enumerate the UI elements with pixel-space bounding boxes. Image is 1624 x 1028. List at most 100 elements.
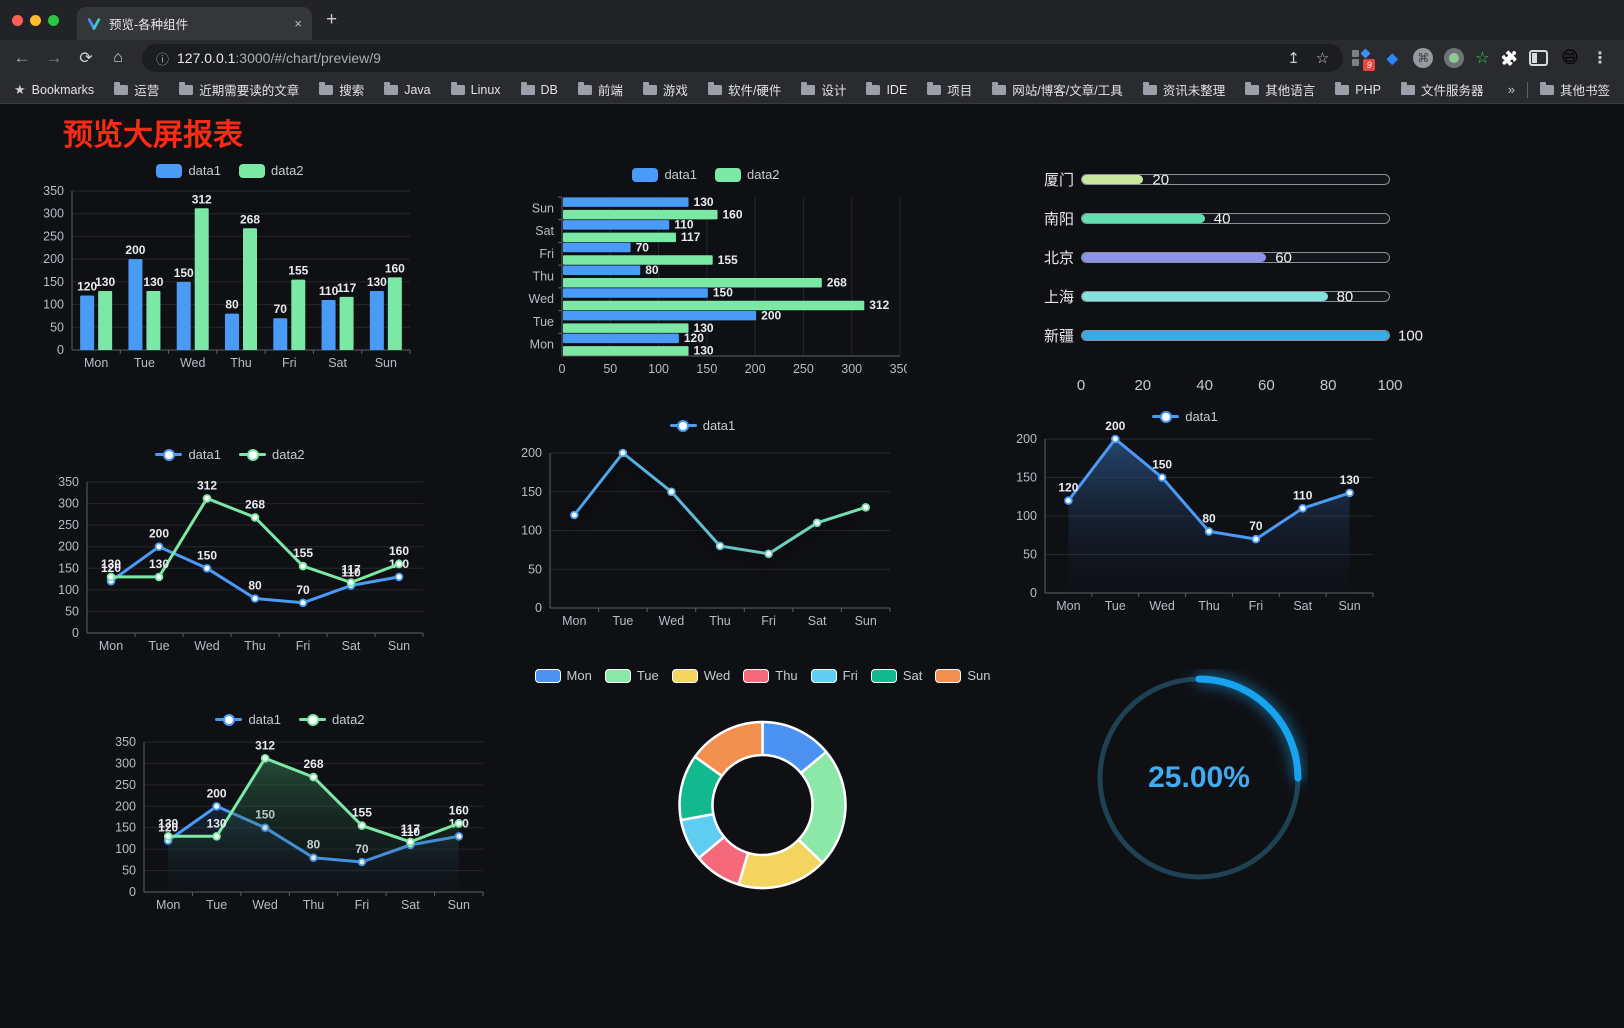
- bookmark-item[interactable]: Java: [384, 81, 431, 97]
- bookmark-item[interactable]: 设计: [801, 80, 846, 99]
- extension-gem-icon[interactable]: ◆: [1386, 50, 1398, 67]
- bar-data2-Thu[interactable]: [243, 228, 257, 350]
- bar-data2-Fri[interactable]: [563, 255, 713, 265]
- bookmark-item[interactable]: 资讯未整理: [1142, 80, 1225, 99]
- bookmark-item[interactable]: IDE: [866, 81, 907, 97]
- data-point[interactable]: [1251, 534, 1261, 544]
- sidebar-toggle-icon[interactable]: [1529, 50, 1548, 66]
- legend-item-data1[interactable]: data1: [1152, 409, 1218, 424]
- progress-fill[interactable]: [1082, 292, 1328, 301]
- bar-data2-Mon[interactable]: [98, 290, 113, 350]
- bar-data1-Mon[interactable]: [563, 333, 679, 344]
- bar-data2-Fri[interactable]: [291, 279, 306, 350]
- bar-data2-Thu[interactable]: [563, 278, 822, 288]
- extension-star-icon[interactable]: ☆: [1475, 50, 1490, 67]
- window-minimize-button[interactable]: [30, 14, 41, 26]
- legend-item-Fri[interactable]: Fri: [810, 668, 858, 683]
- data-point[interactable]: [154, 572, 164, 582]
- data-point[interactable]: [1111, 434, 1120, 444]
- bookmark-item[interactable]: PHP: [1335, 81, 1381, 97]
- bar-data1-Sat[interactable]: [321, 300, 336, 350]
- bar-data1-Mon[interactable]: [80, 295, 95, 350]
- share-icon[interactable]: ↥: [1287, 50, 1300, 67]
- data-point[interactable]: [212, 832, 221, 841]
- home-button[interactable]: ⌂: [113, 49, 123, 66]
- bookmark-item[interactable]: DB: [520, 81, 558, 97]
- bar-data2-Mon[interactable]: [563, 346, 689, 356]
- data-point[interactable]: [570, 510, 579, 520]
- data-point[interactable]: [861, 503, 871, 512]
- legend-item-data2[interactable]: data2: [715, 167, 780, 182]
- bar-data2-Tue[interactable]: [563, 323, 689, 333]
- legend-item-data1[interactable]: data1: [156, 163, 221, 178]
- bar-data1-Tue[interactable]: [128, 259, 143, 350]
- legend-item-data1[interactable]: data1: [215, 712, 281, 727]
- data-point[interactable]: [202, 494, 212, 503]
- data-point[interactable]: [154, 542, 164, 551]
- site-info-icon[interactable]: ⓘ: [156, 51, 170, 67]
- data-point[interactable]: [202, 564, 212, 573]
- tab-close-icon[interactable]: ×: [294, 16, 302, 31]
- data-point[interactable]: [394, 572, 404, 582]
- progress-fill[interactable]: [1082, 331, 1389, 340]
- bookmark-item[interactable]: 运营: [114, 80, 159, 99]
- bar-data1-Sun[interactable]: [369, 290, 384, 350]
- bookmark-item[interactable]: 搜索: [319, 80, 364, 99]
- bar-data1-Sun[interactable]: [563, 197, 689, 207]
- bar-data1-Fri[interactable]: [273, 318, 288, 350]
- data-point[interactable]: [1064, 496, 1073, 505]
- data-point[interactable]: [212, 802, 221, 811]
- bar-data2-Wed[interactable]: [563, 300, 865, 311]
- bar-data1-Sat[interactable]: [563, 220, 670, 230]
- bookmark-item[interactable]: 游戏: [642, 80, 688, 99]
- bar-data2-Tue[interactable]: [146, 290, 161, 350]
- window-close-button[interactable]: [12, 14, 23, 26]
- bookmark-item[interactable]: 网站/博客/文章/工具: [992, 80, 1123, 99]
- bar-data2-Wed[interactable]: [194, 208, 209, 350]
- browser-menu-icon[interactable]: ⋮: [1592, 50, 1608, 67]
- extension-dot-icon[interactable]: [1444, 48, 1465, 68]
- data-point[interactable]: [346, 578, 356, 587]
- legend-item-Tue[interactable]: Tue: [604, 668, 659, 683]
- window-zoom-button[interactable]: [48, 14, 59, 26]
- data-point[interactable]: [1345, 488, 1354, 498]
- bar-data2-Sun[interactable]: [563, 209, 718, 220]
- pie-slice-Sun[interactable]: [693, 720, 764, 778]
- reload-button[interactable]: ⟳: [79, 50, 93, 67]
- address-bar[interactable]: ⓘ 127.0.0.1:3000/#/chart/preview/9 ↥ ☆: [142, 44, 1344, 72]
- progress-fill[interactable]: [1082, 253, 1267, 262]
- legend-item-Mon[interactable]: Mon: [534, 668, 592, 683]
- data-point[interactable]: [715, 541, 725, 551]
- data-point[interactable]: [260, 753, 270, 763]
- bar-data2-Sat[interactable]: [339, 296, 354, 350]
- bookmark-item[interactable]: 文件服务器: [1400, 80, 1483, 99]
- bar-data1-Thu[interactable]: [563, 265, 641, 276]
- progress-fill[interactable]: [1082, 214, 1205, 223]
- bar-data1-Wed[interactable]: [563, 288, 708, 298]
- data-point[interactable]: [1204, 527, 1214, 536]
- legend-item-data1[interactable]: data1: [669, 418, 735, 433]
- data-point[interactable]: [618, 448, 628, 458]
- bookmark-item[interactable]: 其他语言: [1245, 80, 1315, 99]
- bar-data1-Thu[interactable]: [225, 313, 239, 350]
- bookmarks-overflow-icon[interactable]: »: [1507, 82, 1515, 97]
- legend-item-data1[interactable]: data1: [632, 167, 697, 182]
- legend-item-Sun[interactable]: Sun: [935, 668, 990, 683]
- legend-item-data2[interactable]: data2: [239, 447, 305, 462]
- data-point[interactable]: [106, 572, 116, 582]
- extension-grid-icon[interactable]: 9: [1351, 48, 1376, 71]
- data-point[interactable]: [1298, 504, 1308, 513]
- bookmark-star-icon[interactable]: ☆: [1315, 50, 1330, 67]
- data-point[interactable]: [764, 549, 773, 559]
- legend-item-data1[interactable]: data1: [155, 447, 221, 462]
- other-bookmarks-folder[interactable]: 其他书签: [1539, 80, 1610, 99]
- bar-data1-Wed[interactable]: [176, 281, 191, 350]
- new-tab-button[interactable]: +: [326, 9, 338, 30]
- data-point[interactable]: [1157, 473, 1167, 482]
- data-point[interactable]: [163, 832, 173, 841]
- extensions-puzzle-icon[interactable]: 🧩: [1500, 49, 1518, 66]
- data-point[interactable]: [309, 772, 318, 782]
- data-point[interactable]: [454, 819, 464, 828]
- bar-data1-Tue[interactable]: [563, 310, 757, 321]
- data-point[interactable]: [667, 487, 676, 497]
